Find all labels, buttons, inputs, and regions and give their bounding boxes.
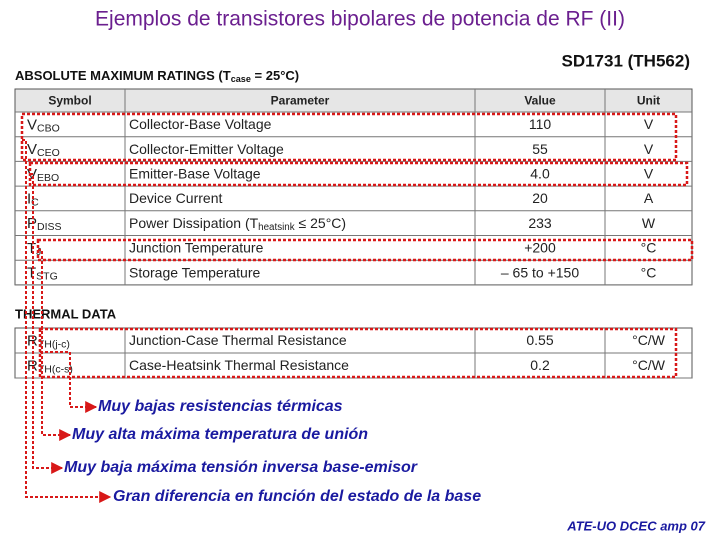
- unit: V: [644, 141, 654, 157]
- value: 55: [532, 141, 548, 157]
- parameter: Device Current: [129, 190, 222, 206]
- value: 233: [528, 215, 552, 231]
- text-part: STG: [36, 270, 58, 282]
- parameter: Collector-Base Voltage: [129, 116, 272, 132]
- text-part: TH(j-c): [38, 338, 70, 350]
- parameter: Case-Heatsink Thermal Resistance: [129, 357, 349, 373]
- unit: V: [644, 165, 654, 181]
- annotation: Gran diferencia en función del estado de…: [113, 488, 481, 505]
- text-part: CBO: [37, 122, 60, 134]
- text-part: TH(c-s): [38, 363, 73, 375]
- value: 110: [529, 116, 552, 132]
- unit: A: [644, 190, 654, 206]
- unit: °C/W: [632, 332, 666, 348]
- text-part: T: [27, 240, 36, 257]
- column-header: Unit: [637, 94, 660, 108]
- text-part: heatsink: [258, 222, 295, 233]
- text-part: EBO: [37, 172, 59, 184]
- value: 0.2: [530, 357, 550, 373]
- unit: V: [644, 116, 654, 132]
- text-part: C: [31, 196, 39, 208]
- value: 20: [532, 190, 548, 206]
- text-part: R: [27, 357, 38, 374]
- unit: °C: [641, 240, 657, 256]
- highlight-box: [38, 327, 678, 379]
- value: 4.0: [530, 165, 550, 181]
- table-border: [14, 88, 693, 286]
- unit: °C/W: [632, 357, 666, 373]
- parameter: Junction-Case Thermal Resistance: [129, 332, 347, 348]
- column-header: Parameter: [271, 94, 330, 108]
- text-part: R: [27, 332, 38, 349]
- highlight-box: [20, 112, 678, 162]
- unit: °C: [641, 264, 657, 280]
- annotation: Muy alta máxima temperatura de unión: [72, 426, 368, 443]
- text-part: I: [27, 190, 31, 207]
- text-part: T: [27, 265, 36, 282]
- connector: [38, 249, 72, 441]
- value: 0.55: [526, 332, 553, 348]
- annotation: Muy baja máxima tensión inversa base-emi…: [64, 459, 418, 476]
- text-part: case: [231, 74, 251, 84]
- value: – 65 to +150: [501, 264, 579, 280]
- highlights: [20, 112, 694, 503]
- symbol: RTH(j-c): [27, 332, 70, 350]
- connector: [40, 351, 98, 413]
- text-part: ABSOLUTE MAXIMUM RATINGS (T: [15, 68, 231, 83]
- unit: W: [642, 215, 656, 231]
- column-header: Value: [524, 94, 556, 108]
- symbol: RTH(c-s): [27, 357, 73, 375]
- parameter: Storage Temperature: [129, 264, 260, 280]
- symbol: VCBO: [27, 116, 60, 134]
- parameter: Power Dissipation (Theatsink ≤ 25°C): [129, 215, 346, 233]
- parameter: Collector-Emitter Voltage: [129, 141, 284, 157]
- connector: [22, 139, 112, 503]
- footer: ATE-UO DCEC amp 07: [566, 518, 705, 533]
- part-number: SD1731 (TH562): [561, 51, 690, 70]
- tables: ABSOLUTE MAXIMUM RATINGS (Tcase = 25°C) S…: [14, 68, 693, 379]
- slide-title: Ejemplos de transistores bipolares de po…: [95, 8, 625, 31]
- symbol: VCEO: [27, 141, 60, 159]
- value: +200: [524, 240, 556, 256]
- text-part: = 25°C): [251, 68, 299, 83]
- symbol: TJ: [27, 240, 41, 258]
- text-part: Power Dissipation (T: [129, 215, 259, 231]
- section-heading: THERMAL DATA: [15, 306, 117, 321]
- parameter: Emitter-Base Voltage: [129, 165, 261, 181]
- text-part: ≤ 25°C): [295, 215, 346, 231]
- text-part: V: [27, 116, 37, 133]
- column-header: Symbol: [48, 94, 91, 108]
- header-row: [15, 89, 692, 112]
- text-part: DISS: [37, 221, 62, 233]
- parameter: Junction Temperature: [129, 240, 264, 256]
- symbol: IC: [27, 190, 39, 208]
- text-part: V: [27, 141, 37, 158]
- section-heading: ABSOLUTE MAXIMUM RATINGS (Tcase = 25°C): [15, 68, 299, 84]
- connector: [30, 173, 64, 474]
- text-part: CEO: [37, 147, 60, 159]
- annotation: Muy bajas resistencias térmicas: [98, 398, 343, 415]
